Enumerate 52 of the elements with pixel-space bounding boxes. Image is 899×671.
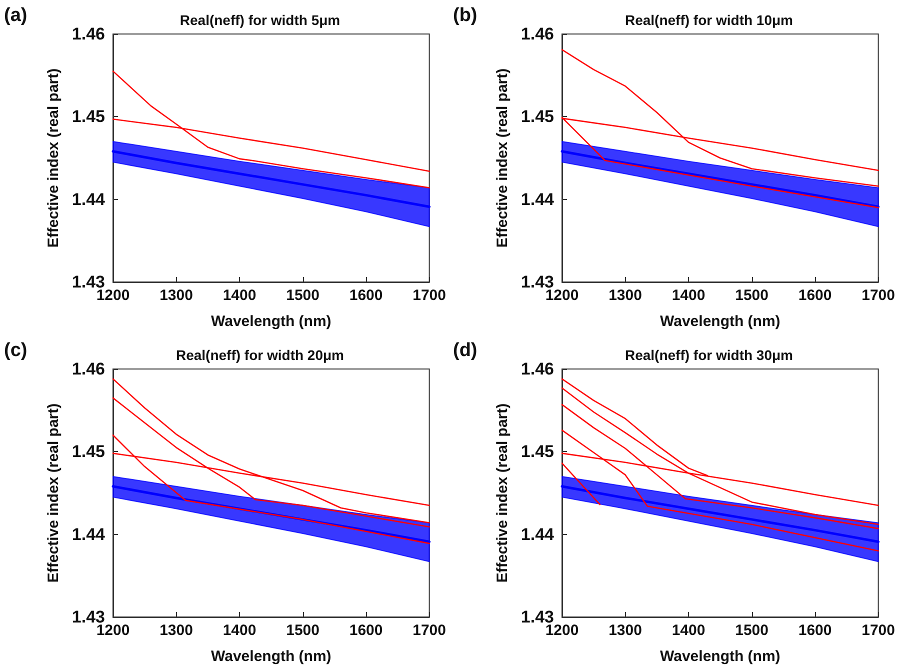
chart-title: Real(neff) for width 20μm [176,347,344,363]
x-tick-label: 1400 [222,622,256,639]
y-tick-label: 1.46 [72,360,105,378]
x-tick-label: 1200 [545,622,579,639]
x-axis-title: Wavelength (nm) [211,648,332,665]
x-tick-label: 1400 [672,287,706,304]
x-tick-label: 1300 [608,287,642,304]
x-axis-title: Wavelength (nm) [660,313,780,330]
y-tick-label: 1.44 [520,190,555,209]
x-tick-label: 1600 [798,622,832,639]
x-tick-label: 1300 [160,622,193,639]
y-axis-title: Effective index (real part) [45,403,62,583]
x-tick-label: 1500 [735,622,768,639]
x-tick-label: 1200 [96,622,130,639]
x-tick-label: 1700 [412,622,446,639]
y-tick-label: 1.45 [72,442,105,462]
text: (b) [453,5,478,26]
text: (a) [4,5,28,26]
x-tick-label: 1300 [608,622,642,639]
y-tick-label: 1.44 [72,524,106,544]
y-axis-title: Effective index (real part) [494,403,511,583]
y-tick-label: 1.45 [72,107,105,126]
x-tick-label: 1200 [96,287,130,304]
text: (d) [453,340,478,361]
x-tick-label: 1400 [222,287,256,304]
y-axis-title: Effective index (real part) [45,68,62,248]
x-tick-label: 1700 [862,622,896,639]
x-tick-label: 1600 [798,287,832,304]
x-tick-label: 1600 [349,287,383,304]
chart-title: Real(neff) for width 10μm [624,12,794,28]
x-tick-label: 1500 [286,622,320,639]
x-tick-label: 1600 [349,622,383,639]
x-tick-label: 1700 [412,287,446,304]
y-tick-label: 1.46 [520,24,554,44]
y-tick-label: 1.46 [72,24,105,44]
x-tick-label: 1300 [160,287,193,304]
chart-title: Real(neff) for width 5μm [180,12,340,28]
chart-title: Real(neff) for width 30μm [624,347,794,363]
x-axis-title: Wavelength (nm) [211,313,332,330]
y-tick-label: 1.45 [520,442,554,462]
y-tick-label: 1.44 [520,524,555,544]
y-tick-label: 1.46 [520,360,554,378]
x-tick-label: 1200 [545,287,579,304]
y-axis-title: Effective index (real part) [494,68,511,248]
text: (c) [4,340,28,361]
x-tick-label: 1400 [672,622,706,639]
x-tick-label: 1500 [286,287,320,304]
y-tick-label: 1.45 [520,107,554,126]
x-tick-label: 1500 [735,287,768,304]
x-axis-title: Wavelength (nm) [660,648,780,665]
y-tick-label: 1.44 [72,190,106,209]
x-tick-label: 1700 [862,287,896,304]
